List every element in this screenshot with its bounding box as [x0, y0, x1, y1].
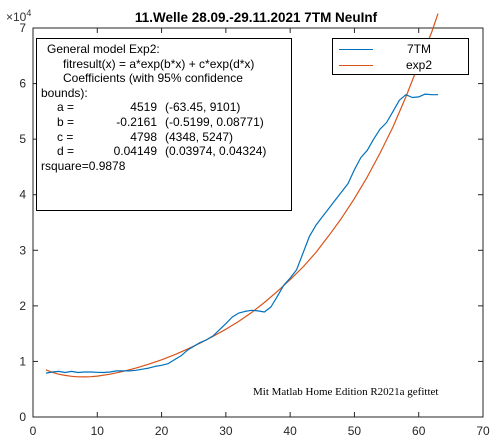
param-value: 4798 — [130, 129, 157, 144]
param-ci: (0.03974, 0.04324) — [165, 144, 267, 159]
data-series — [45, 13, 439, 378]
fit-rsquare: rsquare=0.9878 — [41, 158, 126, 173]
fit-coefficients-header: Coefficients (with 95% confidence — [63, 71, 243, 86]
x-tick-label: 70 — [476, 424, 490, 438]
legend-label: 7TM — [407, 42, 431, 56]
series-line-7tm — [45, 93, 438, 374]
fit-param-b: b = -0.2161 (-0.5199, 0.08771) — [41, 115, 287, 130]
fit-result-box: General model Exp2: fitresult(x) = a*exp… — [36, 38, 292, 211]
fit-param-c: c = 4798 (4348, 5247) — [41, 130, 287, 145]
y-exponent-label: ×104 — [6, 8, 31, 24]
param-name: c = — [57, 129, 74, 144]
legend-line-icon — [339, 48, 373, 50]
fit-annotation: Mit Matlab Home Edition R2021a gefittet — [253, 386, 439, 398]
x-tick-label: 10 — [91, 424, 105, 438]
y-exponent-base: ×10 — [6, 10, 27, 24]
y-tick-label: 5 — [19, 132, 26, 146]
param-name: a = — [57, 100, 75, 115]
fit-coefficients-header-cont: bounds): — [41, 85, 88, 100]
x-tick-label: 20 — [155, 424, 169, 438]
legend-line-icon — [339, 64, 373, 66]
param-ci: (-0.5199, 0.08771) — [165, 114, 264, 129]
y-tick-label: 2 — [19, 299, 26, 313]
fit-model-title: General model Exp2: — [47, 42, 160, 56]
y-tick-label: 6 — [19, 77, 26, 91]
legend: 7TM exp2 — [332, 38, 469, 75]
x-tick-label: 60 — [412, 424, 426, 438]
param-value: 4519 — [130, 100, 157, 115]
x-tick-label: 50 — [348, 424, 362, 438]
y-tick-label: 4 — [19, 188, 26, 202]
y-tick-label: 1 — [19, 354, 26, 368]
param-ci: (-63.45, 9101) — [165, 100, 241, 115]
fit-param-d: d = 0.04149 (0.03974, 0.04324) — [41, 144, 287, 159]
fit-param-a: a = 4519 (-63.45, 9101) — [41, 100, 287, 115]
y-exponent-power: 4 — [26, 8, 31, 18]
legend-label: exp2 — [405, 58, 433, 72]
fit-formula: fitresult(x) = a*exp(b*x) + c*exp(d*x) — [63, 56, 255, 71]
legend-item-7tm: 7TM — [339, 42, 459, 56]
param-value: -0.2161 — [116, 114, 157, 129]
param-ci: (4348, 5247) — [165, 129, 234, 144]
axis-ticks — [32, 27, 484, 418]
legend-item-exp2: exp2 — [339, 58, 459, 72]
param-value: 0.04149 — [113, 144, 157, 159]
series-line-exp2 — [45, 13, 439, 378]
y-tick-label: 0 — [19, 410, 26, 424]
y-tick-label: 3 — [19, 243, 26, 257]
param-name: d = — [57, 144, 75, 159]
x-tick-label: 30 — [219, 424, 233, 438]
param-name: b = — [57, 114, 75, 129]
chart-title: 11.Welle 28.09.-29.11.2021 7TM NeuInf — [135, 10, 378, 25]
x-tick-label: 40 — [283, 424, 297, 438]
x-tick-label: 0 — [30, 424, 37, 438]
y-tick-label: 7 — [19, 21, 26, 35]
